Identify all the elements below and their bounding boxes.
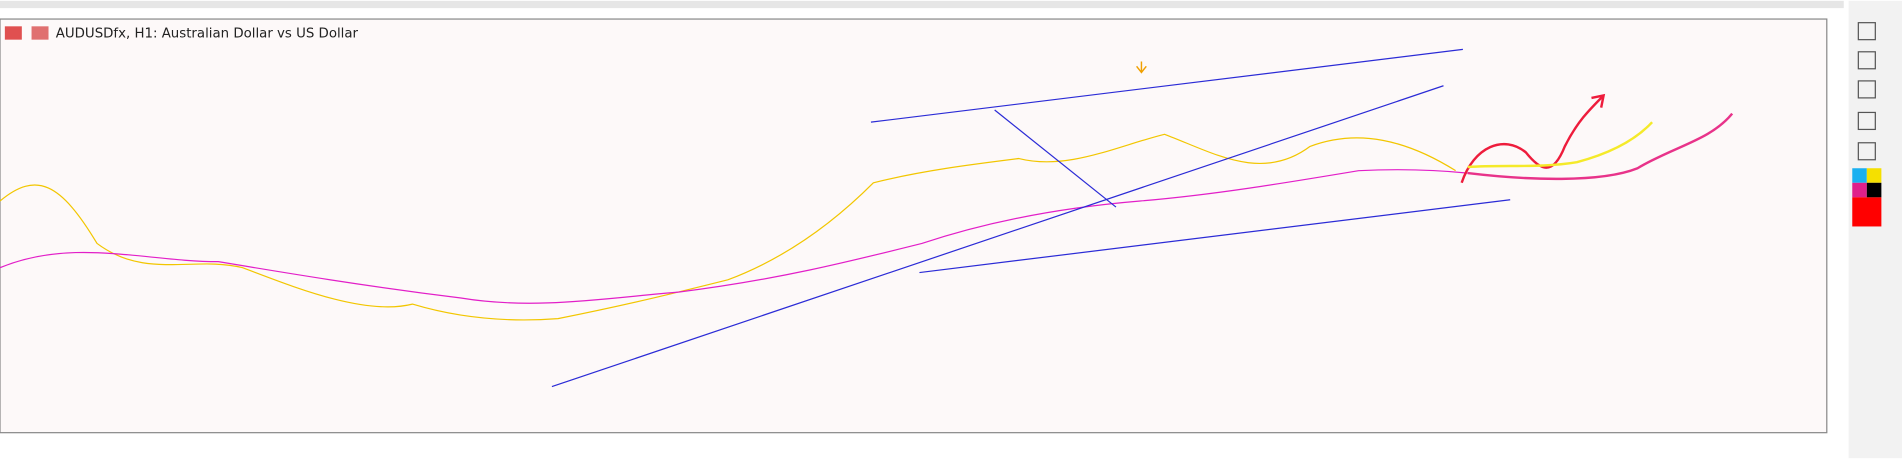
icon-b[interactable] (31, 26, 49, 40)
color-yellow[interactable] (1866, 168, 1882, 183)
icon-a[interactable] (4, 26, 22, 40)
color-cyan[interactable] (1852, 168, 1867, 183)
tool-camera[interactable] (1857, 111, 1876, 131)
color-red[interactable] (1852, 197, 1882, 227)
arrow-marker (1136, 61, 1147, 74)
color-black[interactable] (1866, 182, 1882, 198)
color-magenta[interactable] (1852, 182, 1867, 198)
drawing-pink (1467, 112, 1734, 181)
chart-area (0, 18, 1828, 434)
tool-list[interactable] (1857, 142, 1876, 161)
tool-delete[interactable] (1857, 51, 1876, 70)
tool-save[interactable] (1857, 80, 1876, 99)
trendlines (551, 48, 1511, 388)
ma-slow (0, 169, 1468, 304)
tool-undo[interactable] (1857, 22, 1876, 41)
toolbar (1848, 0, 1902, 459)
ma-fast (0, 133, 1456, 321)
toolbar-icons (1852, 22, 1882, 227)
drawing-yellow (1467, 121, 1654, 169)
chart-title: AUDUSDfx, H1: Australian Dollar vs US Do… (56, 27, 359, 42)
top-bar (0, 0, 1844, 9)
drawing-arrow (1460, 93, 1606, 184)
